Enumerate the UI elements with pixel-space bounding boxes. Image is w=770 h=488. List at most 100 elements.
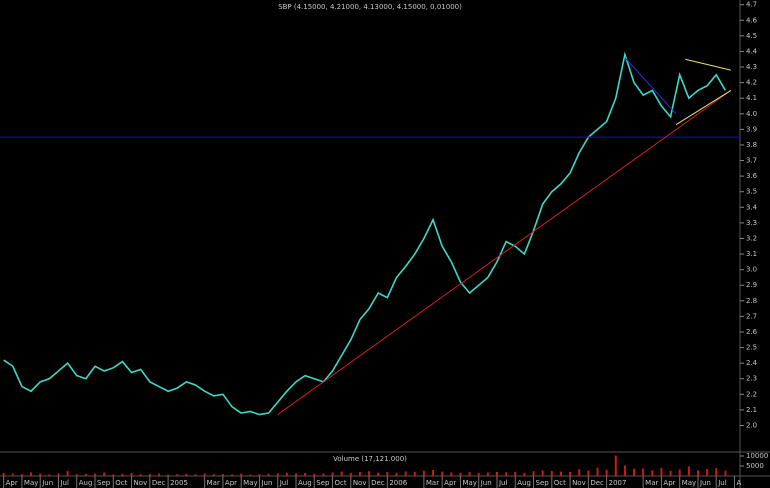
- volume-bar: [340, 471, 343, 476]
- y-tick-label: 2.0: [746, 422, 757, 430]
- x-tick-label: 2005: [170, 479, 188, 487]
- volume-bar: [48, 474, 51, 476]
- x-tick-label: Apr: [6, 479, 18, 487]
- x-tick-label: May: [243, 479, 257, 487]
- x-tick-label: 2007: [609, 479, 627, 487]
- y-tick-label: 4.7: [746, 1, 757, 9]
- y-tick-label: 3.5: [746, 188, 757, 196]
- volume-bar: [304, 473, 307, 476]
- y-tick-label: 4.1: [746, 94, 757, 102]
- volume-bar: [514, 472, 517, 476]
- volume-bar: [157, 473, 160, 476]
- y-tick-label: 4.6: [746, 16, 758, 24]
- y-tick-label: 4.2: [746, 79, 757, 87]
- x-tick-label: Oct: [554, 479, 566, 487]
- y-tick-label: 2.8: [746, 297, 757, 305]
- x-tick-label: Jun: [699, 479, 711, 487]
- x-tick-label: 2006: [389, 479, 407, 487]
- volume-bar: [377, 472, 380, 476]
- volume-bar: [724, 470, 727, 476]
- volume-bar: [368, 471, 371, 476]
- x-tick-label: Aug: [79, 479, 93, 487]
- volume-bar: [39, 473, 42, 476]
- x-tick-label: May: [24, 479, 38, 487]
- volume-bar: [103, 472, 106, 476]
- trend-line: [277, 89, 732, 415]
- volume-bar: [276, 473, 279, 476]
- x-tick-label: Dec: [152, 479, 166, 487]
- volume-bar: [66, 470, 69, 476]
- volume-bar: [715, 468, 718, 476]
- x-tick-label: Oct: [115, 479, 127, 487]
- volume-bar: [441, 471, 444, 476]
- x-tick-label: Mar: [426, 479, 439, 487]
- volume-bar: [587, 470, 590, 476]
- volume-bar: [660, 467, 663, 476]
- x-tick-label: Sep: [97, 479, 111, 487]
- volume-bar: [313, 473, 316, 476]
- volume-title: Volume (17,121.000): [333, 455, 407, 463]
- volume-bar: [240, 473, 243, 476]
- x-tick-label: Sep: [536, 479, 550, 487]
- volume-bar: [57, 473, 60, 476]
- chart-title: SBP (4.15000, 4.21000, 4.13000, 4.15000,…: [278, 3, 462, 11]
- volume-bar: [231, 474, 234, 476]
- y-tick-label: 3.2: [746, 234, 757, 242]
- volume-bar: [194, 474, 197, 476]
- y-tick-label: 2.3: [746, 375, 757, 383]
- x-tick-label: Jul: [59, 479, 69, 487]
- x-tick-label: Jul: [498, 479, 508, 487]
- y-tick-label: 3.9: [746, 125, 757, 133]
- x-tick-label: May: [682, 479, 696, 487]
- x-tick-label: Apr: [225, 479, 237, 487]
- y-tick-label: 2.7: [746, 312, 757, 320]
- x-tick-label: Mar: [645, 479, 658, 487]
- volume-bar: [486, 472, 489, 476]
- x-tick-label: Jun: [260, 479, 272, 487]
- volume-bar: [706, 469, 709, 476]
- volume-bar: [633, 468, 636, 476]
- x-tick-label: Dec: [590, 479, 604, 487]
- y-tick-label: 2.6: [746, 328, 758, 336]
- volume-bar: [349, 472, 352, 476]
- x-tick-label: Mar: [207, 479, 220, 487]
- volume-bar: [578, 469, 581, 476]
- volume-bar: [495, 471, 498, 476]
- y-tick-label: 2.5: [746, 344, 757, 352]
- volume-bar: [322, 473, 325, 476]
- volume-bar: [450, 472, 453, 476]
- volume-bar: [112, 474, 115, 476]
- volume-bar: [559, 471, 562, 476]
- x-tick-label: Nov: [353, 479, 367, 487]
- y-tick-label: 2.9: [746, 281, 757, 289]
- volume-bar: [20, 474, 23, 476]
- y-tick-label: 4.4: [746, 47, 758, 55]
- volume-bar: [596, 467, 599, 476]
- x-tick-label: Jun: [41, 479, 53, 487]
- x-tick-label: A: [737, 479, 742, 487]
- x-tick-label: Jul: [717, 479, 727, 487]
- y-tick-label: 3.7: [746, 157, 757, 165]
- volume-bar: [386, 472, 389, 476]
- volume-bar: [642, 468, 645, 476]
- y-tick-label: 10000: [746, 452, 768, 460]
- x-tick-label: Aug: [517, 479, 531, 487]
- y-tick-label: 3.0: [746, 266, 757, 274]
- volume-bar: [295, 473, 297, 476]
- volume-bar: [651, 470, 654, 476]
- volume-bar: [413, 471, 416, 476]
- volume-bar: [94, 473, 97, 476]
- x-tick-label: Aug: [298, 479, 312, 487]
- volume-bar: [569, 471, 572, 476]
- volume-bar: [185, 473, 188, 476]
- y-tick-label: 4.3: [746, 63, 757, 71]
- x-tick-label: May: [462, 479, 476, 487]
- x-tick-label: Apr: [663, 479, 675, 487]
- volume-bar: [121, 473, 124, 476]
- x-tick-label: Sep: [316, 479, 330, 487]
- volume-bar: [221, 474, 224, 476]
- volume-bar: [258, 474, 261, 476]
- volume-bar: [395, 473, 398, 476]
